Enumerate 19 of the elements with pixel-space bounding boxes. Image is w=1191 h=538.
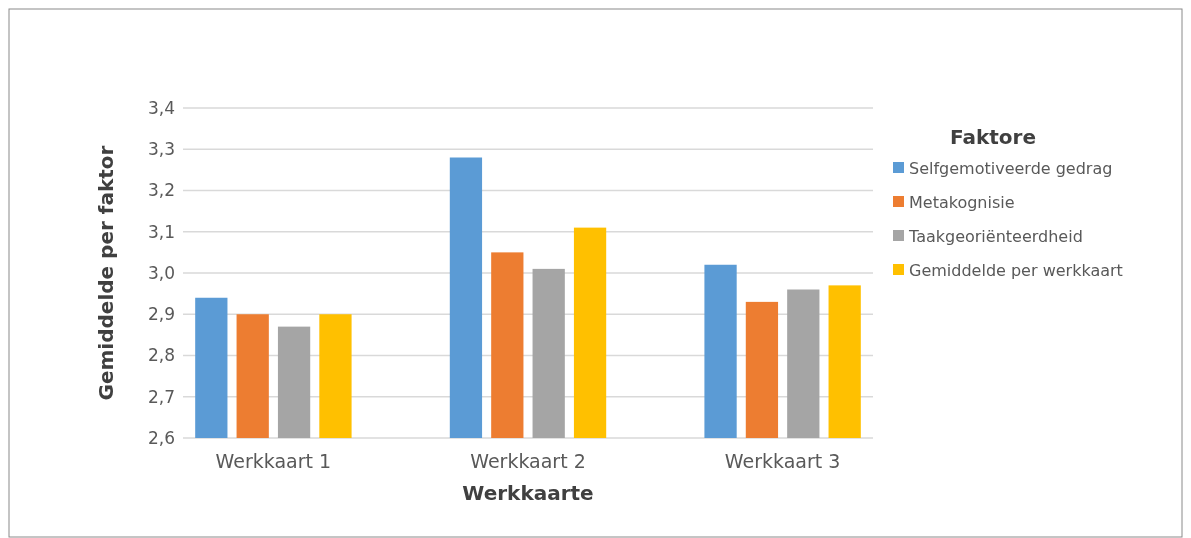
legend-label: Taakgeoriënteerdheid: [908, 226, 1083, 246]
y-tick-label: 3,0: [147, 262, 175, 283]
y-tick-label: 3,4: [147, 97, 175, 118]
x-tick-label: Werkkaart 1: [215, 450, 332, 472]
y-tick-label: 2,9: [147, 304, 175, 325]
legend-label: Metakognisie: [909, 192, 1015, 212]
legend-label: Selfgemotiveerde gedrag: [909, 158, 1113, 178]
y-tick-label: 2,8: [147, 345, 175, 366]
y-tick-label: 2,6: [147, 427, 175, 448]
y-axis-title: Gemiddelde per faktor: [94, 145, 118, 401]
y-tick-label: 2,7: [147, 386, 175, 407]
x-axis-title: Werkkaarte: [462, 481, 594, 505]
y-tick-label: 3,2: [147, 180, 175, 201]
legend-label: Gemiddelde per werkkaart: [909, 260, 1123, 280]
x-tick-label: Werkkaart 3: [724, 450, 841, 472]
legend-title: Faktore: [949, 125, 1037, 149]
y-tick-label: 3,3: [147, 139, 175, 160]
x-tick-label: Werkkaart 2: [470, 450, 586, 472]
y-tick-label: 3,1: [147, 221, 175, 242]
